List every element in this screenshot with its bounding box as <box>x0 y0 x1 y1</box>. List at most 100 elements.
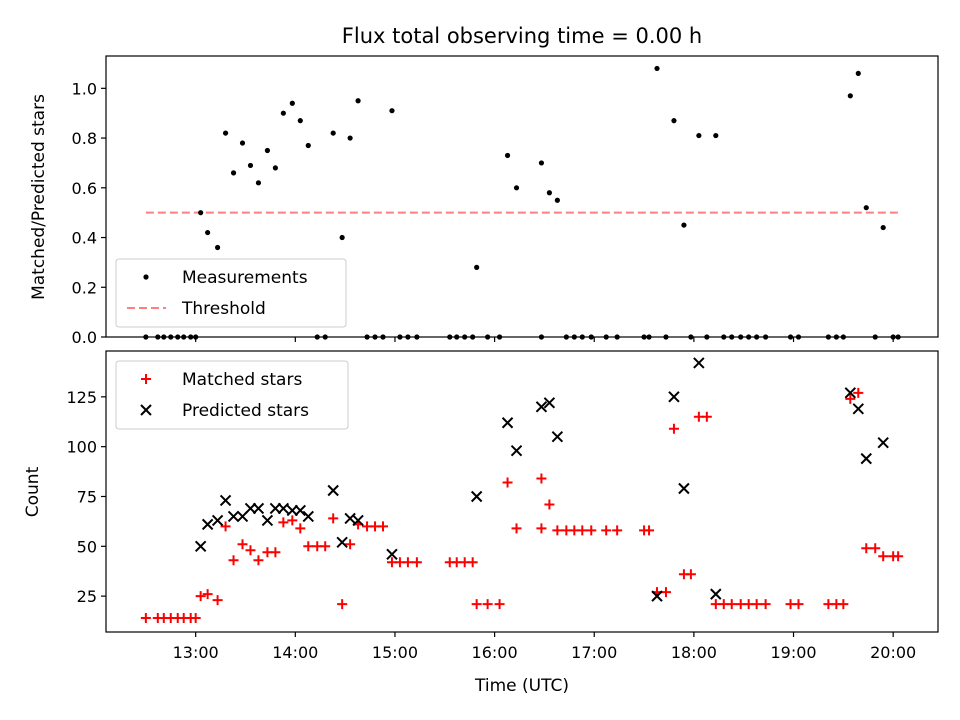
predicted-star-point <box>327 484 339 497</box>
legend-label: Predicted stars <box>182 401 309 421</box>
legend-box <box>115 360 349 430</box>
measurement-point <box>847 93 853 99</box>
top-x-ticks <box>195 337 894 342</box>
measurement-point <box>538 160 545 166</box>
matched-star-point <box>760 599 771 610</box>
matched-star-point <box>601 525 612 536</box>
measurement-point <box>230 170 237 176</box>
y-tick-label: 50 <box>77 537 97 556</box>
measurement-point <box>247 162 254 169</box>
predicted-star-point <box>510 444 523 457</box>
measurement-point <box>504 152 511 159</box>
x-tick-label: 19:00 <box>770 643 816 662</box>
matched-star-point <box>644 525 655 536</box>
x-axis-label: Time (UTC) <box>474 676 569 696</box>
bottom-y-ticks: 25 50 75 100 125 <box>66 388 106 606</box>
measurement-point <box>289 100 295 106</box>
predicted-star-point <box>211 514 224 527</box>
predicted-star-point <box>860 452 872 465</box>
y-tick-label: 0.8 <box>72 129 97 148</box>
matched-star-point <box>838 599 849 610</box>
matched-star-point <box>220 521 231 532</box>
predicted-star-point <box>252 502 265 515</box>
legend-label: Measurements <box>182 268 308 288</box>
y-tick-label: 25 <box>77 587 97 606</box>
predicted-star-point <box>302 510 314 523</box>
top-panel: 0.0 0.2 0.4 0.6 0.8 1.0 Matched/Predicted sta… <box>29 55 939 347</box>
predicted-star-point <box>535 401 548 413</box>
x-tick-label: 20:00 <box>870 643 916 662</box>
matched-star-point <box>328 513 339 524</box>
x-tick-label: 13:00 <box>173 643 219 662</box>
measurement-point <box>347 135 353 141</box>
top-y-axis-label: Matched/Predicted stars <box>29 94 49 300</box>
predicted-star-point <box>386 548 398 560</box>
measurement-point <box>355 98 361 104</box>
predicted-star-point <box>877 436 889 449</box>
matched-star-point <box>270 547 281 558</box>
matched-star-point <box>793 599 804 610</box>
matched-star-point <box>402 557 413 568</box>
measurement-point <box>214 244 221 251</box>
predicted-star-point <box>336 536 348 549</box>
predicted-star-point <box>470 490 483 503</box>
matched-star-point <box>228 555 239 566</box>
predicted-star-point <box>678 482 690 495</box>
measurement-point <box>339 234 345 241</box>
legend-box <box>115 258 347 328</box>
top-legend: Measurements Threshold <box>115 258 347 328</box>
measurement-point <box>654 65 660 72</box>
matched-star-point <box>511 523 522 534</box>
matched-star-point <box>853 387 864 398</box>
matched-star-point <box>612 525 623 536</box>
legend-swatch <box>140 404 152 416</box>
matched-star-point <box>411 557 422 568</box>
matched-star-point <box>586 525 597 536</box>
legend-label: Threshold <box>181 299 266 319</box>
matched-star-point <box>190 613 201 624</box>
measurement-point <box>264 147 271 154</box>
predicted-star-point <box>710 588 722 600</box>
legend-swatch <box>141 374 151 384</box>
predicted-star-point <box>194 540 207 553</box>
matched-star-point <box>482 599 493 610</box>
predicted-star-point <box>294 504 307 517</box>
matched-star-point <box>378 521 389 532</box>
top-y-ticks: 0.0 0.2 0.4 0.6 0.8 1.0 <box>72 79 106 347</box>
matched-star-point <box>253 555 264 566</box>
measurement-point <box>280 110 286 116</box>
top-axes-frame <box>105 55 939 338</box>
chart-title: Flux total observing time = 0.00 h <box>342 24 702 48</box>
predicted-star-point <box>227 510 240 523</box>
matched-star-point <box>668 423 679 434</box>
matched-star-point <box>502 477 513 488</box>
matched-star-point <box>237 539 248 550</box>
bottom-marks <box>140 357 904 624</box>
x-tick-label: 18:00 <box>671 643 717 662</box>
measurement-point <box>222 130 229 136</box>
predicted-star-point <box>543 397 556 409</box>
matched-star-point <box>845 393 856 404</box>
matched-star-point <box>893 551 904 562</box>
matched-star-point <box>212 595 223 606</box>
measurement-point <box>205 229 211 236</box>
measurement-point <box>671 118 677 124</box>
matched-star-point <box>471 599 482 610</box>
matched-star-point <box>320 541 331 552</box>
x-tick-label: 15:00 <box>372 643 418 662</box>
matched-star-point <box>544 499 555 510</box>
y-tick-label: 0.4 <box>72 229 97 248</box>
matched-star-point <box>345 539 356 550</box>
y-tick-label: 1.0 <box>72 79 97 98</box>
bottom-panel: 25 50 75 100 125 13:00 14:00 15:00 16:00 17:00 18… <box>23 350 939 696</box>
x-tick-label: 17:00 <box>571 643 617 662</box>
measurement-point <box>297 118 303 124</box>
y-tick-label: 125 <box>66 388 97 407</box>
matched-star-point <box>685 569 696 580</box>
matched-star-point <box>278 517 289 528</box>
predicted-star-point <box>651 590 663 602</box>
measurement-point <box>198 210 204 216</box>
predicted-star-point <box>844 387 857 399</box>
measurement-point <box>863 205 869 211</box>
